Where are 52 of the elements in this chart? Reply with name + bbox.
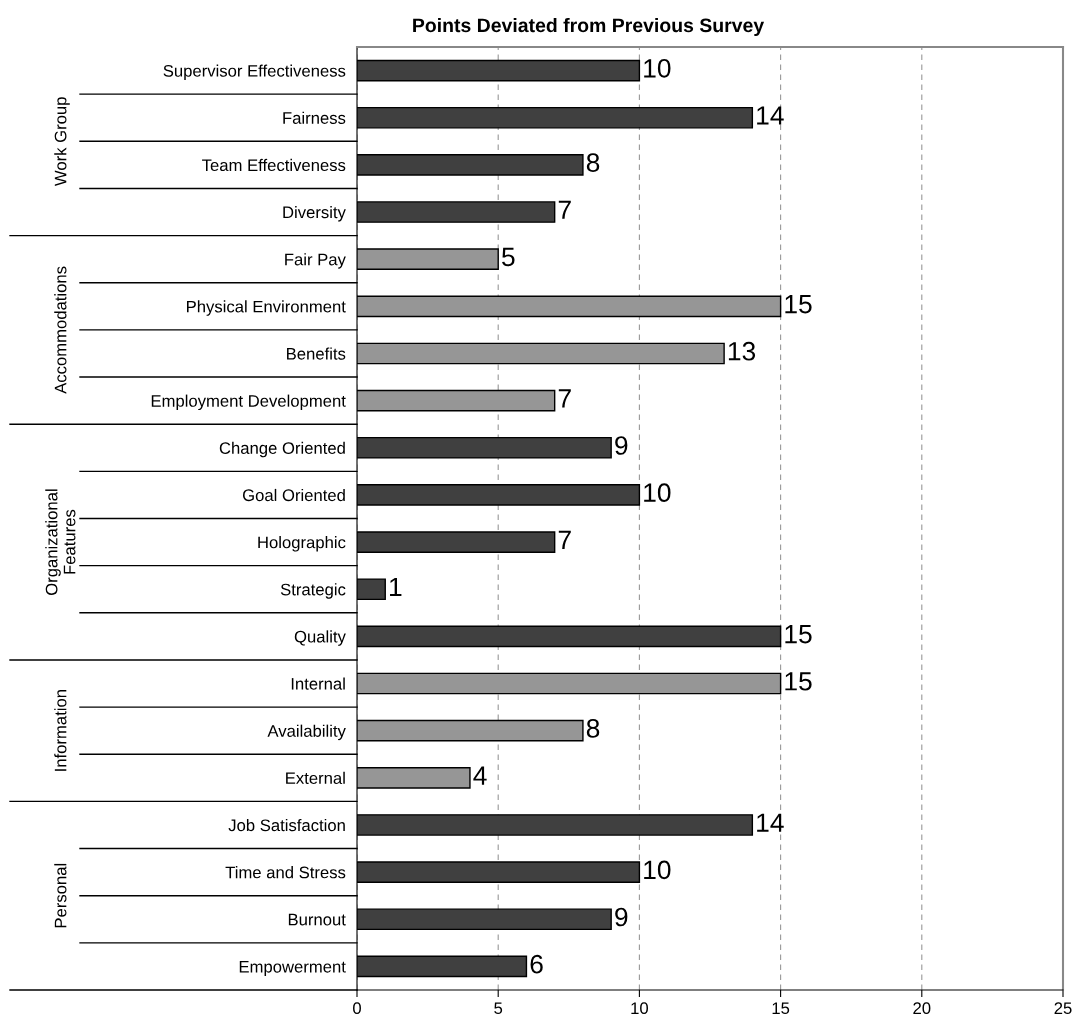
- y-tick-label: Goal Oriented: [242, 488, 345, 502]
- data-label: 10: [644, 860, 671, 880]
- x-tick-label: 5: [494, 1002, 503, 1015]
- y-tick-label: Strategic: [280, 583, 346, 599]
- y-tick-label: Team Effectiveness: [202, 158, 346, 172]
- y-tick-label: Fairness: [283, 111, 346, 124]
- text: Accommodations: [54, 266, 67, 394]
- y-tick-label: External: [286, 771, 345, 785]
- x-tick-label: 10: [631, 1002, 649, 1015]
- x-tick-label: 0: [353, 1002, 361, 1015]
- y-tick-label: Holographic: [258, 536, 346, 552]
- text: Organizational Features: [45, 489, 76, 596]
- x-tick-label: 25: [1054, 1002, 1072, 1015]
- y-tick-label: Diversity: [283, 205, 346, 222]
- data-label: 14: [757, 813, 784, 832]
- data-label: 9: [615, 436, 628, 455]
- data-label: 15: [785, 625, 812, 644]
- text: Information: [54, 690, 67, 771]
- y-tick-label: Benefits: [287, 347, 346, 360]
- data-label: 7: [558, 200, 571, 219]
- data-label: 15: [785, 672, 812, 691]
- y-tick-label: Availability: [267, 724, 346, 741]
- data-label: 10: [644, 483, 671, 503]
- data-label: 7: [558, 530, 571, 549]
- chart-title: Points Deviated from Previous Survey: [413, 17, 765, 37]
- x-tick-label: 15: [772, 1002, 790, 1015]
- x-tick-label: 20: [913, 1002, 931, 1015]
- data-label: 7: [558, 389, 571, 408]
- y-tick-label: Job Satisfaction: [228, 818, 345, 832]
- text: Work Group: [54, 97, 70, 186]
- data-label: 1: [390, 577, 402, 597]
- y-tick-label: Change Oriented: [219, 441, 345, 458]
- y-tick-label: Employment Development: [151, 394, 346, 411]
- data-label: 4: [473, 766, 487, 785]
- data-label: 9: [615, 907, 628, 927]
- y-tick-label: Supervisor Effectiveness: [163, 64, 346, 81]
- y-tick-label: Quality: [294, 630, 346, 646]
- data-label: 6: [530, 954, 543, 974]
- data-label: 8: [586, 153, 600, 172]
- y-tick-label: Physical Environment: [187, 300, 346, 316]
- y-tick-label: Fair Pay: [285, 253, 346, 269]
- text: Personal: [54, 863, 67, 928]
- data-label: 15: [785, 294, 812, 314]
- data-label: 8: [586, 719, 600, 738]
- y-tick-label: Burnout: [288, 913, 346, 926]
- data-label: 14: [757, 106, 784, 125]
- data-label: 10: [644, 58, 671, 78]
- y-tick-label: Empowerment: [239, 961, 346, 976]
- data-label: 5: [502, 247, 515, 267]
- data-label: 13: [728, 341, 756, 361]
- y-tick-label: Internal: [291, 677, 345, 690]
- y-tick-label: Time and Stress: [225, 866, 346, 879]
